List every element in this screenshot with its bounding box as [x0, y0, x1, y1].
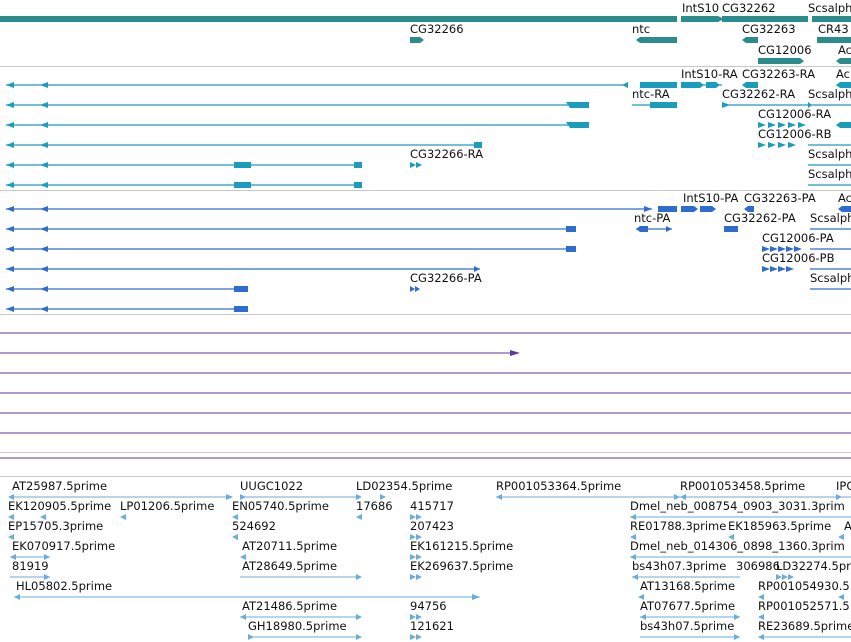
transcript-label[interactable]: IntS10-RA: [681, 67, 738, 81]
transcript-label[interactable]: CG32263-RA: [742, 67, 816, 81]
est-label[interactable]: EN05740.5prime: [232, 499, 329, 513]
est-label[interactable]: Dmel_neb_014306_0898_1360.3prim: [630, 539, 845, 553]
est-label[interactable]: 17686: [356, 499, 393, 513]
gene-label[interactable]: Ac: [838, 43, 851, 57]
est-label[interactable]: RP001053364.5prime: [496, 479, 622, 493]
gene-feature-ints10[interactable]: [681, 16, 724, 22]
est-label[interactable]: EK120905.5prime: [8, 499, 112, 513]
est-label[interactable]: EK161215.5prime: [410, 539, 514, 553]
est-label[interactable]: IPC: [836, 479, 851, 493]
gene-feature-long[interactable]: [0, 16, 677, 22]
protein-label[interactable]: ntc-PA: [634, 211, 671, 225]
est-label[interactable]: RP001053458.5prime: [680, 479, 806, 493]
est-label[interactable]: A: [844, 519, 851, 533]
gene-label[interactable]: CG32262: [722, 1, 776, 15]
track-separator: [0, 66, 851, 67]
gene-feature-ntc[interactable]: [636, 37, 677, 43]
est-label[interactable]: 306986: [736, 559, 780, 573]
gene-feature-cg32263[interactable]: [742, 37, 758, 43]
transcript-label[interactable]: Scsalph: [808, 147, 851, 161]
est-label[interactable]: 94756: [410, 599, 447, 613]
transcript-label[interactable]: CG12006-RA: [758, 107, 832, 121]
transcript-label[interactable]: Ac: [836, 67, 850, 81]
est-label[interactable]: EK185963.5prime: [728, 519, 832, 533]
est-label[interactable]: bs43h07.5prime: [640, 619, 735, 633]
est-label[interactable]: Dmel_neb_008754_0903_3031.3prim: [630, 499, 845, 513]
protein-label[interactable]: IntS10-PA: [683, 191, 739, 205]
est-label[interactable]: RE23689.5prime: [758, 619, 851, 633]
transcript-label[interactable]: CG32262-RA: [722, 87, 796, 101]
protein-label[interactable]: CG32266-PA: [410, 271, 482, 285]
protein-label[interactable]: CG32263-PA: [744, 191, 816, 205]
track-separator: [0, 314, 851, 315]
track-separator: [0, 452, 851, 453]
est-label[interactable]: AT20711.5prime: [242, 539, 338, 553]
est-label[interactable]: RP001054930.5: [758, 579, 850, 593]
protein-track: [6, 206, 851, 312]
transcript-label[interactable]: ntc-RA: [632, 87, 670, 101]
est-label[interactable]: 121621: [410, 619, 454, 633]
est-label[interactable]: bs43h07.3prime: [632, 559, 727, 573]
gene-track: [0, 16, 851, 64]
gene-label[interactable]: CG32263: [742, 22, 796, 36]
gene-label[interactable]: IntS10: [682, 1, 720, 15]
est-label[interactable]: AT28649.5prime: [242, 559, 338, 573]
est-label[interactable]: RE01788.3prime: [630, 519, 727, 533]
transcript-label[interactable]: CG32266-RA: [410, 147, 484, 161]
protein-label[interactable]: Ac: [838, 191, 851, 205]
est-label[interactable]: RP001052571.5: [758, 599, 850, 613]
gene-feature-cg32266[interactable]: [410, 37, 424, 43]
gene-label[interactable]: ntc: [632, 22, 651, 36]
track-separator: [0, 476, 851, 477]
protein-label[interactable]: CG12006-PA: [762, 231, 834, 245]
track-separator: [0, 190, 851, 191]
gene-feature-ac[interactable]: [836, 58, 851, 64]
est-label[interactable]: 415717: [410, 499, 454, 513]
est-label[interactable]: LP01206.5prime: [120, 499, 215, 513]
protein-label[interactable]: CG32262-PA: [724, 211, 796, 225]
gene-feature-cg12006[interactable]: [758, 58, 804, 64]
gene-label[interactable]: CG12006: [758, 43, 812, 57]
transcript-label[interactable]: Scsalph: [808, 167, 851, 181]
gene-feature-scsalpha[interactable]: [812, 16, 851, 22]
transcript-label[interactable]: CG12006-RB: [758, 127, 832, 141]
transcript-track: [6, 82, 851, 188]
gene-label[interactable]: CR43: [818, 22, 849, 36]
protein-label[interactable]: Scsalph: [810, 211, 851, 225]
est-label[interactable]: LD32274.5prim: [776, 559, 851, 573]
est-label[interactable]: EK269637.5prime: [410, 559, 514, 573]
est-label[interactable]: HL05802.5prime: [16, 579, 113, 593]
est-label[interactable]: 207423: [410, 519, 454, 533]
est-label[interactable]: AT13168.5prime: [640, 579, 736, 593]
transcript-label[interactable]: Scsalph: [808, 87, 851, 101]
est-label[interactable]: AT21486.5prime: [242, 599, 338, 613]
protein-label[interactable]: Scsalph: [810, 271, 851, 285]
alignment-track: [0, 332, 851, 459]
est-label[interactable]: LD02354.5prime: [356, 479, 453, 493]
est-label[interactable]: EK070917.5prime: [12, 539, 116, 553]
est-label[interactable]: EP15705.3prime: [8, 519, 104, 533]
est-label[interactable]: 524692: [232, 519, 276, 533]
est-label[interactable]: AT25987.5prime: [12, 479, 108, 493]
est-track: [8, 494, 851, 640]
gene-feature-cg32262[interactable]: [722, 16, 808, 22]
est-label[interactable]: GH18980.5prime: [248, 619, 347, 633]
est-label[interactable]: AT07677.5prime: [640, 599, 736, 613]
est-label[interactable]: 81919: [12, 559, 49, 573]
protein-label[interactable]: CG12006-PB: [762, 251, 835, 265]
gene-feature-cr43[interactable]: [817, 37, 851, 43]
gene-label[interactable]: CG32266: [410, 22, 464, 36]
est-label[interactable]: UUGC1022: [240, 479, 304, 493]
gene-label[interactable]: Scsalpha: [808, 1, 851, 15]
